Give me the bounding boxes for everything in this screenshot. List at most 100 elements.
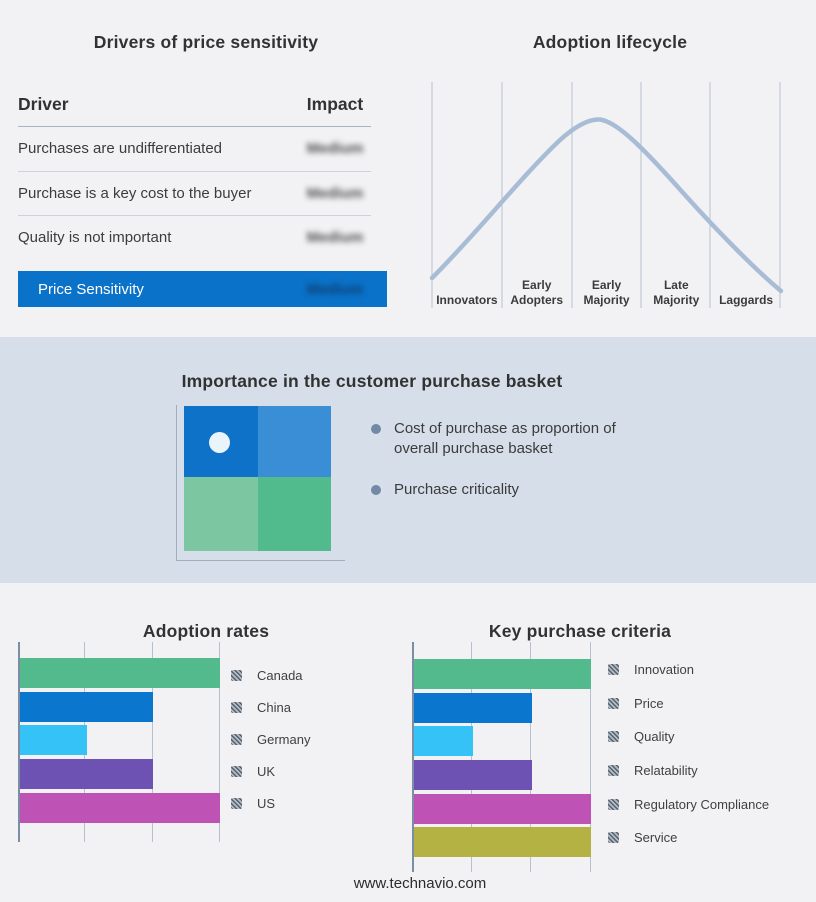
legend-row: China [231,691,310,723]
table-row: Quality is not important Medium [18,216,371,260]
legend-label: US [257,796,276,812]
legend-row: Quality [608,720,769,754]
adoption-bars [20,642,220,826]
legend-swatch-icon [231,766,242,778]
table-row: Purchases are undifferentiated Medium [18,127,371,172]
bar-china [20,691,154,722]
driver-cell: Purchases are undifferentiated [18,140,223,158]
bullet-icon [371,485,381,495]
legend-row: Price [608,687,769,721]
legend-swatch-icon [231,733,242,745]
adoption-lifecycle-chart [429,82,784,308]
basket-title: Importance in the customer purchase bask… [181,370,563,391]
quadrant-cell-top-right [257,406,331,477]
bar-germany [20,725,87,756]
bar-row [414,726,591,760]
criteria-legend: Innovation Price Quality Relatability Regula… [608,653,769,855]
driver-column-header: Driver [18,94,69,114]
bar-innovation [414,659,591,689]
y-axis-line [18,642,20,842]
gridline [470,642,472,872]
legend-row: Canada [231,659,310,691]
legend-row: Relatability [608,754,769,788]
criteria-bars [414,642,591,861]
quadrant-cell-bottom-left [184,477,258,551]
bubble-marker [209,432,230,453]
legend-swatch-icon [608,697,619,709]
legend-swatch-icon [608,765,619,777]
bar-price [414,692,532,723]
adoption-legend: Canada China Germany UK US [231,659,310,820]
bar-us [20,792,220,823]
bar-row [414,659,591,693]
website-url: www.technavio.com [353,875,487,892]
bar-row [20,658,220,692]
drivers-table: Driver Impact Purchases are undifferenti… [18,94,371,260]
drivers-panel-title: Drivers of price sensitivity [93,31,319,52]
quadrant-matrix [184,406,331,551]
bullet-text: Purchase criticality [394,481,520,498]
basket-bullet-list: Cost of purchase as proportion of overal… [371,419,651,522]
legend-swatch-icon [608,664,619,676]
impact-cell-blurred: Medium [306,140,364,158]
lifecycle-stage-label: Innovators [436,292,498,307]
legend-swatch-icon [608,731,619,743]
lifecycle-stage-label: Laggards [719,292,774,307]
legend-row: Service [608,821,769,855]
gridline [151,642,153,842]
bar-row [20,792,220,827]
lifecycle-stage-label: Early Majority [583,278,630,307]
legend-label: Germany [257,731,311,747]
bar-row [414,827,591,861]
bar-quality [414,726,473,757]
bar-regulatory-compliance [414,793,591,824]
bar-row [20,759,220,793]
legend-label: Canada [257,667,303,683]
gridline [530,642,532,872]
quadrant-axis [176,405,345,561]
legend-label: Relatability [634,763,698,779]
gridline [219,642,220,842]
driver-cell: Quality is not important [18,229,172,247]
bell-curve [429,117,784,294]
quadrant-cell-top-left [184,406,258,477]
bullet-text: Cost of purchase as proportion of overal… [394,420,616,457]
bar-canada [20,658,220,688]
bar-row [20,725,220,759]
key-purchase-criteria-title: Key purchase criteria [488,620,672,641]
quadrant-cell-bottom-right [257,477,331,551]
drivers-table-header: Driver Impact [18,94,371,127]
lifecycle-gridlines [431,82,781,308]
y-axis-line [412,642,414,872]
driver-cell: Purchase is a key cost to the buyer [18,184,252,202]
impact-column-header: Impact [306,94,364,114]
lifecycle-panel-title: Adoption lifecycle [532,31,688,52]
gridline [590,642,591,872]
legend-swatch-icon [231,701,242,713]
legend-swatch-icon [231,669,242,681]
price-sensitivity-impact-blurred: Medium [306,280,364,298]
legend-swatch-icon [608,798,619,810]
criteria-plot [412,642,591,872]
impact-cell-blurred: Medium [306,184,364,202]
legend-row: Regulatory Compliance [608,787,769,821]
legend-swatch-icon [231,798,242,810]
lifecycle-stage-label: Early Adopters [510,278,564,307]
impact-cell-blurred: Medium [306,229,364,247]
bar-row [414,692,591,727]
legend-label: Quality [634,729,675,745]
lifecycle-stage-labels: Innovators Early Adopters Early Majority La… [432,270,781,307]
purchase-basket-band: Importance in the customer purchase bask… [0,337,816,583]
price-sensitivity-summary-row: Price Sensitivity Medium [18,271,387,307]
bullet-icon [371,424,381,434]
legend-label: UK [257,764,276,780]
list-item: Purchase criticality [371,480,651,500]
legend-label: Price [634,695,664,711]
bar-row [20,691,220,726]
legend-label: Regulatory Compliance [634,796,770,812]
adoption-rates-title: Adoption rates [142,620,270,641]
legend-swatch-icon [608,832,619,844]
list-item: Cost of purchase as proportion of overal… [371,419,651,458]
legend-row: Innovation [608,653,769,687]
